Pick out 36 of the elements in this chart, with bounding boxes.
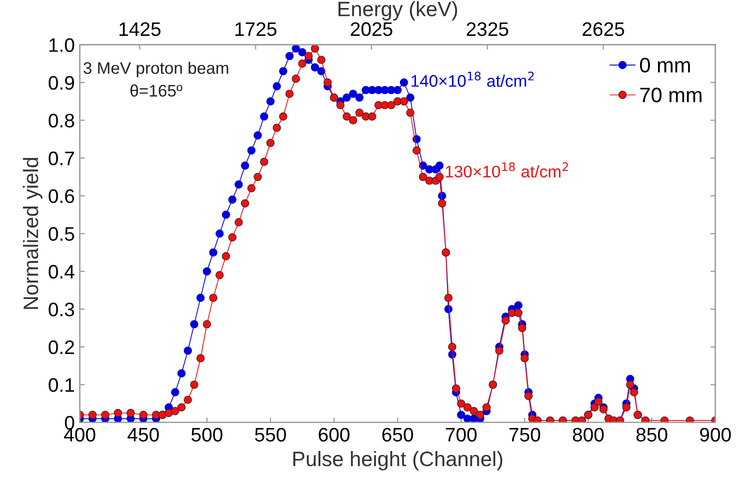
x-tick-label: 700 — [446, 428, 477, 442]
x-tick-label: 500 — [191, 428, 222, 442]
y-tick-label: 1.0 — [49, 38, 74, 52]
y-tick-label: 0.4 — [48, 264, 74, 279]
x2-tick-label: 2325 — [466, 22, 508, 36]
annotation: θ=165º — [130, 84, 182, 97]
annotation: 140×10$^{18}$ at/cm$^{2}$ — [412, 72, 534, 87]
legend-label: 70 mm — [640, 88, 702, 102]
y-tick-label: 0.5 — [48, 227, 74, 241]
x-tick-label: 900 — [700, 428, 731, 442]
x-tick-label: 600 — [318, 428, 350, 442]
y-tick-label: 0.3 — [48, 302, 74, 316]
y-tick-label: 0.9 — [48, 76, 74, 90]
y-tick-label: 0.1 — [48, 378, 74, 392]
y-axis-title: Normalized yield — [22, 158, 42, 309]
x2-tick-label: 2625 — [582, 22, 624, 36]
x2-tick-label: 2025 — [350, 22, 392, 36]
x-tick-label: 450 — [128, 428, 159, 442]
x2-tick-label: 1425 — [120, 22, 161, 36]
x-tick-label: 400 — [64, 428, 96, 442]
x-tick-label: 800 — [572, 428, 604, 442]
x2-tick-label: 1725 — [235, 22, 276, 36]
annotation: 3 MeV proton beam — [84, 62, 228, 78]
y-tick-label: 0.7 — [48, 152, 74, 166]
y-tick-label: 0 — [64, 416, 74, 430]
annotation: 130×10$^{18}$ at/cm$^{2}$ — [446, 162, 568, 178]
y-tick-label: 0.8 — [48, 114, 74, 128]
x-axis-title: Pulse height (Channel) — [293, 450, 502, 470]
y-tick-label: 0.2 — [48, 340, 74, 354]
x2-axis-title: Energy (keV) — [338, 1, 458, 21]
legend-label: 0 mm — [640, 58, 690, 73]
x-tick-label: 550 — [255, 428, 286, 442]
x-tick-label: 850 — [636, 428, 668, 442]
x-tick-label: 650 — [382, 428, 414, 442]
x-tick-label: 750 — [509, 428, 540, 442]
y-tick-label: 0.6 — [48, 189, 74, 204]
